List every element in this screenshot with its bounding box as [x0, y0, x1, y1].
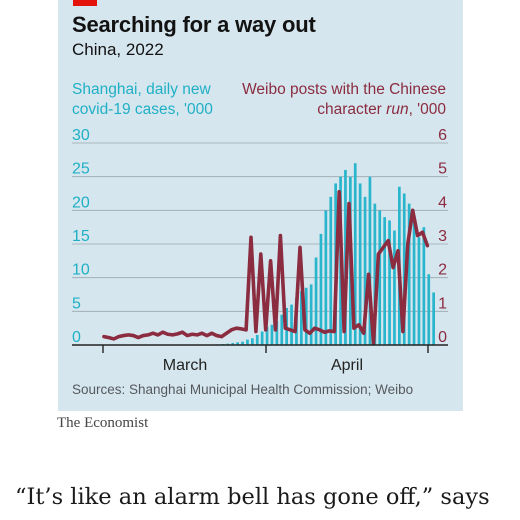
y-left-tick-label: 25 [72, 161, 90, 178]
cases-bar [314, 257, 318, 345]
y-left-tick-label: 5 [72, 295, 81, 312]
axis-labels: 0 0 5 1 10 2 15 3 20 4 25 5 30 6 March April [72, 127, 447, 374]
y-left-tick-label: 10 [72, 262, 90, 279]
cases-bar [353, 163, 357, 345]
cases-bar [304, 287, 308, 345]
cases-bar [319, 233, 323, 345]
cases-bar [358, 183, 362, 345]
cases-bar [260, 331, 264, 345]
economist-red-tag [73, 0, 97, 6]
cases-bar [280, 314, 284, 345]
economist-brand: The Economist [57, 415, 149, 431]
cases-bar [246, 339, 249, 345]
cases-bar [427, 274, 431, 345]
cases-bar [368, 176, 372, 345]
cases-bar [412, 220, 416, 345]
legend-weibo-run-word: run [386, 101, 409, 118]
y-left-tick-label: 15 [72, 228, 90, 245]
y-right-tick-label: 6 [438, 127, 447, 144]
cases-bar [309, 284, 313, 345]
grid-lines [72, 142, 448, 312]
x-axis [72, 344, 448, 353]
legend-weibo: Weibo posts with the Chinese character r… [242, 80, 446, 120]
article-body-text: “It’s like an alarm bell has gone off,” … [15, 484, 490, 510]
cases-bar [255, 334, 259, 345]
source-note: Sources: Shanghai Municipal Health Commi… [72, 382, 414, 397]
weibo-line [102, 190, 430, 346]
cases-bar [251, 338, 254, 345]
cases-bar [383, 217, 386, 345]
cases-bar [388, 220, 391, 345]
cases-bar [432, 292, 435, 345]
y-right-tick-label: 1 [438, 295, 447, 312]
legend-weibo-line2: character run, '000 [242, 100, 446, 120]
legend-cases: Shanghai, daily new covid-19 cases, '000 [72, 80, 213, 120]
cases-bar [300, 291, 303, 345]
cases-bar [422, 227, 426, 345]
y-right-tick-label: 4 [438, 194, 447, 211]
cases-bar [265, 326, 269, 345]
y-right-tick-label: 3 [438, 228, 447, 245]
weibo-line-group [102, 190, 430, 346]
legend-weibo-line1: Weibo posts with the Chinese [242, 81, 446, 98]
cases-bar [378, 210, 382, 345]
cases-bar [373, 203, 377, 345]
legend-weibo-line2-post: , '000 [408, 101, 446, 118]
y-left-tick-label: 0 [72, 329, 81, 346]
y-right-tick-label: 5 [438, 161, 447, 178]
cases-bar [402, 193, 406, 345]
chart-title: Searching for a way out [72, 12, 316, 37]
legend-cases-line1: Shanghai, daily new [72, 81, 211, 98]
y-left-tick-label: 30 [72, 127, 90, 144]
legend-weibo-line2-pre: character [317, 101, 387, 118]
cases-bar [407, 203, 411, 345]
cases-bar [231, 342, 235, 345]
x-tick-label: April [331, 357, 363, 374]
cases-bar [275, 321, 279, 345]
cases-bar [270, 324, 274, 345]
y-right-tick-label: 2 [438, 262, 447, 279]
cases-bar [393, 230, 396, 345]
cases-bar [241, 341, 244, 345]
y-left-tick-label: 20 [72, 194, 90, 211]
cases-bar [363, 196, 367, 345]
y-right-tick-label: 0 [438, 329, 447, 346]
x-tick-label: March [163, 357, 207, 374]
legend-cases-line2: covid-19 cases, '000 [72, 101, 213, 118]
cases-bar [290, 304, 293, 345]
cases-bar [324, 210, 328, 345]
cases-bar [329, 196, 333, 345]
cases-bar [417, 237, 421, 345]
cases-bar [236, 342, 239, 345]
chart-subtitle: China, 2022 [72, 40, 164, 59]
